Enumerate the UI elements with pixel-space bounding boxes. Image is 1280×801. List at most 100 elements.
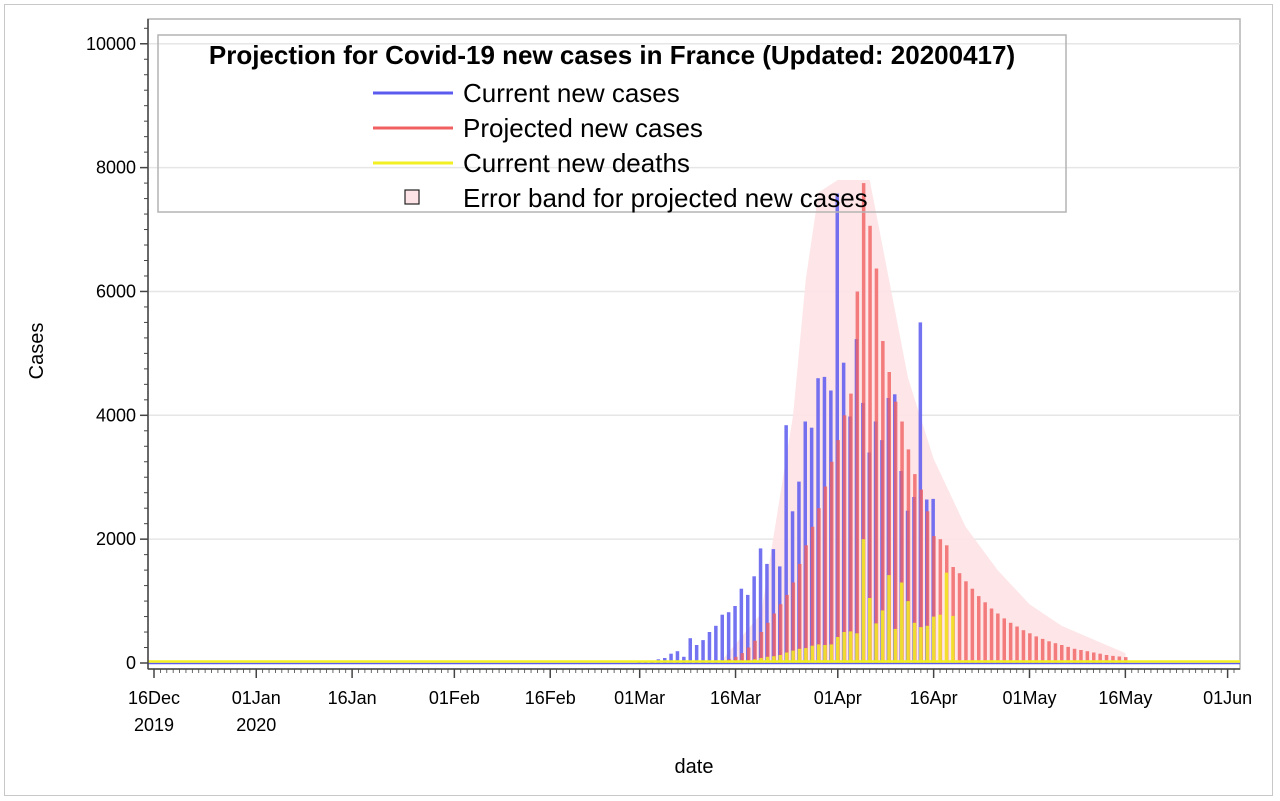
bar-1-16 [739,588,744,663]
bar-1-10 [701,640,705,663]
bar-3-28 [899,582,904,663]
bar-3-24 [874,623,878,663]
legend-box [157,34,1067,213]
legend-label-0: Current new cases [463,78,680,108]
x-tick-label-6: 16Mar [710,688,761,708]
bar-2-24 [874,268,879,663]
bar-2-49 [1034,636,1038,663]
bar-3-21 [855,633,859,663]
bar-2-14 [810,526,815,663]
bar-1-5 [669,653,673,663]
bar-2-62 [1117,656,1122,663]
x-tick-sublabel-0: 2019 [134,715,174,735]
bar-1-26 [803,421,807,663]
bar-2-47 [1021,630,1026,663]
bar-2-22 [861,183,866,663]
bar-2-20 [849,393,853,663]
y-tick-label-2: 4000 [96,405,136,425]
bar-3-34 [938,614,942,663]
bar-3-29 [906,601,910,663]
x-tick-label-1: 01Jan [232,688,281,708]
bar-2-17 [830,461,834,664]
bar-3-17 [829,644,834,663]
series-2 [721,183,1128,664]
y-tick-label-1: 2000 [96,529,136,549]
bar-2-6 [759,632,764,663]
bar-2-55 [1072,648,1077,663]
y-tick-label-5: 10000 [86,34,136,54]
bars-layer [148,183,1240,665]
bar-2-45 [1008,622,1013,664]
bar-2-41 [983,602,987,663]
x-tick-label-3: 01Feb [429,688,480,708]
bar-1-19 [758,548,763,663]
bar-3-19 [842,632,846,663]
bar-2-56 [1079,650,1083,663]
bar-2-26 [887,372,891,663]
bar-2-39 [970,588,975,663]
bar-2-63 [1124,657,1128,663]
bar-2-12 [798,563,802,663]
bar-1-6 [675,651,680,663]
bar-2-57 [1085,651,1090,663]
bar-3-9 [778,655,782,663]
bar-2-58 [1092,652,1096,663]
plot-area [147,18,1241,670]
bar-2-51 [1047,641,1051,663]
bar-2-5 [753,640,757,663]
bar-2-13 [804,545,808,663]
legend-label-1: Projected new cases [463,113,703,143]
bar-2-43 [996,613,1000,663]
bar-1-14 [726,612,731,663]
bar-2-2 [734,656,738,663]
bar-2-59 [1098,653,1102,663]
bar-2-21 [855,291,860,663]
x-tick-label-10: 16May [1098,688,1152,708]
x-axis-title: date [675,756,714,778]
bar-2-50 [1040,638,1045,663]
bar-2-48 [1028,633,1032,663]
bar-1-17 [746,594,750,663]
x-tick-label-7: 01Apr [814,688,862,708]
bar-2-27 [893,401,898,663]
bar-1-11 [707,632,712,663]
bar-2-30 [913,474,917,663]
bar-3-20 [848,631,853,663]
bar-2-53 [1060,645,1064,663]
bar-1-18 [752,576,756,663]
bar-2-60 [1104,655,1109,663]
bar-3-8 [772,656,776,663]
x-tick-label-0: 16Dec [128,688,180,708]
bar-3-7 [765,656,770,663]
bar-2-28 [900,421,904,663]
bar-2-7 [766,622,770,664]
bar-2-9 [778,604,783,663]
bar-2-4 [746,647,751,663]
y-tick-label-4: 8000 [96,158,136,178]
bar-2-10 [785,594,789,663]
bar-3-12 [797,648,802,663]
bar-1-31 [835,193,839,663]
x-tick-label-4: 16Feb [525,688,576,708]
chart-svg: 0 2000 4000 6000 8000 10000 16Dec 2019 01Jan 2020… [26,18,1252,778]
bar-1-8 [688,638,692,663]
bar-3-11 [791,650,795,663]
y-axis-title: Cases [26,323,48,380]
bar-3-33 [931,616,936,663]
bar-2-33 [932,536,936,663]
bar-1-9 [694,645,699,663]
bar-3-13 [804,648,808,663]
bar-1-15 [733,606,737,663]
legend-swatch-3 [404,189,420,205]
bar-3-26 [887,575,891,663]
legend: Projection for Covid-19 new cases in Fra… [157,34,1067,213]
bar-2-38 [964,581,968,663]
y-tick-label-0: 0 [126,653,136,673]
x-tick-label-8: 16Apr [910,688,958,708]
x-tick-sublabel-1: 2020 [236,715,276,735]
y-tick-label-3: 6000 [96,281,136,301]
bar-2-42 [989,608,994,663]
bar-2-18 [836,440,840,663]
x-tick-label-2: 16Jan [328,688,377,708]
legend-label-3: Error band for projected new cases [463,183,868,213]
